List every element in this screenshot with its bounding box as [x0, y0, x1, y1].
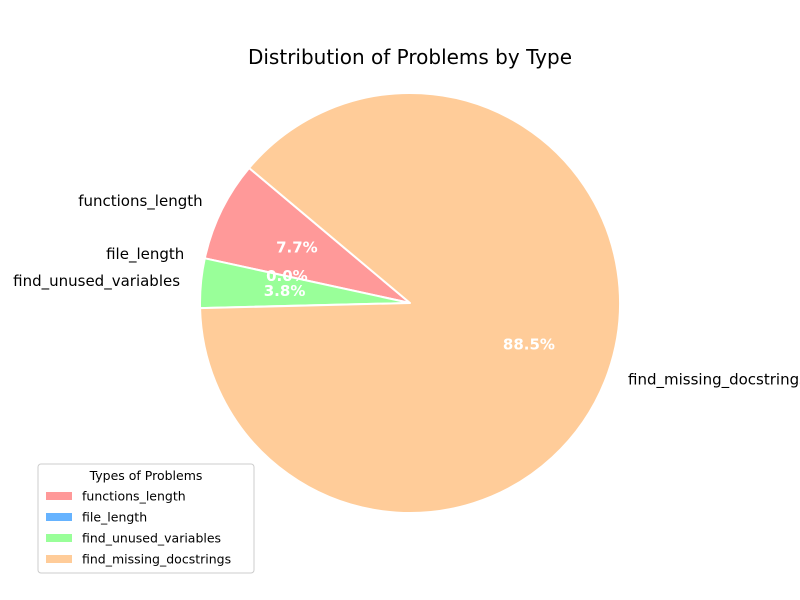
legend-entries: functions_length file_length find_unused_v…	[46, 489, 231, 567]
legend-label-find-missing-docstrings: find_missing_docstrings	[82, 552, 231, 567]
pie-slices	[199, 92, 621, 514]
slice-label-find-unused-variables: find_unused_variables	[13, 272, 180, 291]
legend-swatch-file-length	[46, 513, 72, 521]
legend-swatch-find-unused-variables	[46, 534, 72, 542]
legend-label-functions-length: functions_length	[82, 489, 186, 504]
legend-box	[37, 463, 255, 574]
slice-percent-find-unused-variables: 3.8%	[264, 282, 306, 300]
pie-outer-labels: functions_length file_length find_unused_v…	[13, 192, 800, 389]
pie-slice-find-missing-docstrings	[199, 92, 621, 514]
slice-percent-functions-length: 7.7%	[276, 238, 318, 256]
legend-swatch-find-missing-docstrings	[46, 555, 72, 563]
chart-title: Distribution of Problems by Type	[248, 45, 572, 69]
legend-label-file-length: file_length	[82, 510, 147, 525]
slice-percent-file-length: 0.0%	[266, 267, 308, 285]
legend: Types of Problems functions_length file_l…	[37, 463, 255, 574]
slice-percent-find-missing-docstrings: 88.5%	[503, 336, 555, 354]
slice-label-find-missing-docstrings: find_missing_docstrings	[628, 370, 800, 389]
slice-label-file-length: file_length	[106, 245, 184, 264]
legend-title: Types of Problems	[89, 468, 203, 483]
slice-label-functions-length: functions_length	[78, 192, 202, 211]
pie-percent-labels: 7.7% 0.0%3.8% 88.5%	[264, 238, 555, 353]
legend-label-find-unused-variables: find_unused_variables	[82, 531, 221, 546]
legend-swatch-functions-length	[46, 492, 72, 500]
